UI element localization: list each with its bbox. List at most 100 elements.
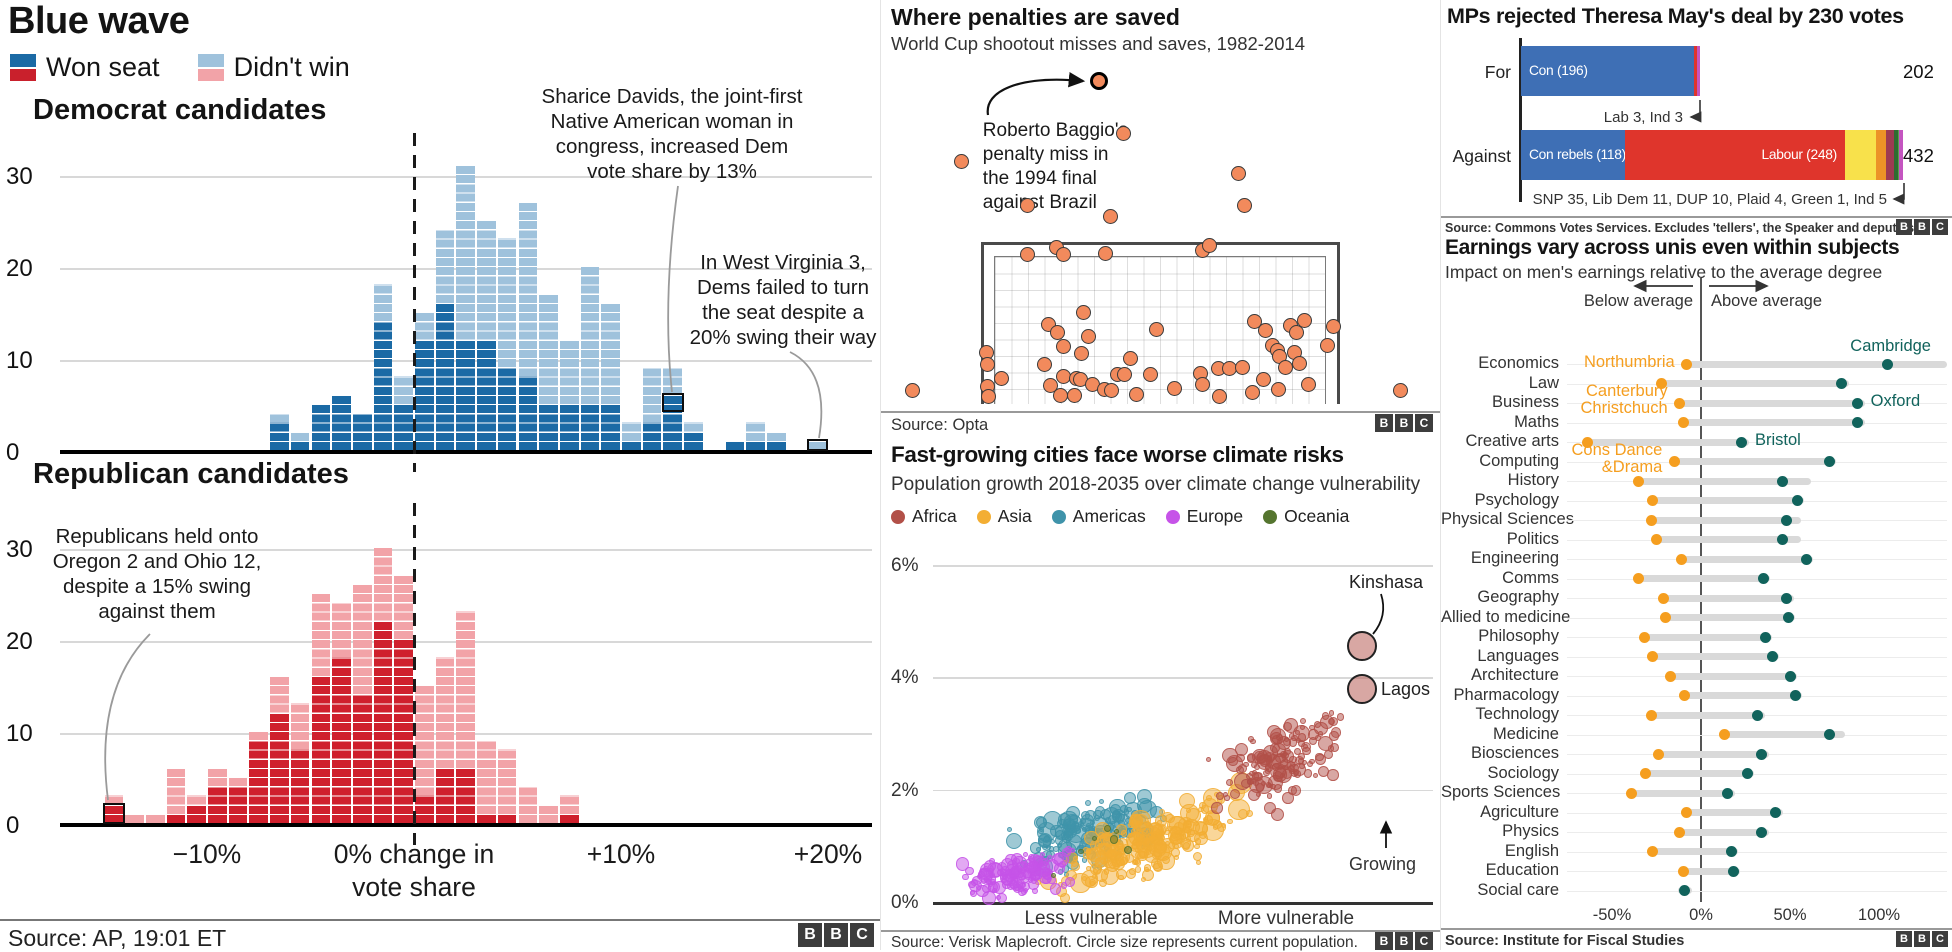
vote-segment-con-rebels: [1521, 130, 1626, 180]
city-bubble: [1255, 782, 1265, 792]
range-bar: [1642, 770, 1755, 777]
city-bubble: [1198, 830, 1207, 840]
city-bubble: [1081, 875, 1087, 881]
range-bar: [1681, 692, 1803, 699]
annotation-baggio: Roberto Baggio's penalty miss in the 199…: [982, 119, 1128, 213]
highlight-box: [661, 393, 684, 412]
uni-callout-canterbury: Canterbury Christchuch: [1580, 382, 1668, 418]
legend-dot: [1165, 509, 1180, 524]
high-dot: [1852, 397, 1864, 409]
high-dot: [1756, 748, 1768, 760]
histogram-bar-won: [290, 749, 310, 823]
x-tick-label: 0% change in vote share: [333, 839, 495, 903]
gridline: [933, 565, 1433, 567]
range-bar: [1647, 711, 1766, 719]
bbc-logo-block: B: [1896, 219, 1912, 235]
vote-segment-label: Con rebels (118): [1529, 147, 1626, 162]
high-dot: [1823, 456, 1835, 467]
legend-dot: [1263, 509, 1278, 524]
earnings-title: Earnings vary across unis even within su…: [1445, 236, 1900, 259]
y-tick-label: 4%: [891, 667, 919, 689]
range-bar: [1652, 536, 1801, 543]
city-bubble: [1148, 822, 1163, 836]
high-dot: [1882, 358, 1894, 370]
histogram-bar-won: [456, 767, 476, 823]
subject-label: Geography: [1477, 588, 1559, 606]
footer-divider: [0, 919, 880, 921]
city-bubble: [1282, 792, 1294, 804]
penalty-dot: [1234, 359, 1250, 375]
subject-label: Business: [1492, 393, 1559, 411]
histogram-bar-won: [311, 675, 331, 823]
city-bubble: [1081, 814, 1095, 828]
city-bubble: [1250, 739, 1256, 745]
city-bubble: [965, 866, 974, 876]
penalty-dot: [994, 370, 1010, 386]
low-dot: [1675, 553, 1687, 565]
vote-segment-dup: [1885, 130, 1895, 180]
histogram-bar-lost: [477, 740, 496, 823]
climate-canvas: 6% 4% 2% 0% Kinshasa Lagos: [881, 434, 1440, 950]
footer-divider: [1441, 216, 1952, 218]
city-bubble: [972, 875, 982, 886]
histogram-bar-lost: [518, 786, 538, 823]
high-dot: [1759, 631, 1771, 643]
vote-segment-lab: [1694, 46, 1698, 96]
city-bubble: [1282, 737, 1291, 747]
city-bubble: [1082, 826, 1088, 832]
legend-swatch-half: [10, 54, 36, 67]
high-dot: [1725, 846, 1737, 857]
penalty-dot: [1201, 238, 1217, 254]
x-tick-label: +20%: [793, 839, 863, 869]
legend-won-didnt-win: Won seat Didn't win: [10, 52, 350, 83]
low-dot: [1665, 670, 1677, 682]
mps-title: MPs rejected Theresa May's deal by 230 v…: [1447, 4, 1904, 28]
city-bubble: [1009, 868, 1020, 879]
low-dot: [1679, 690, 1691, 701]
histogram-bar-won: [725, 440, 745, 450]
subject-label: Economics: [1478, 354, 1559, 372]
high-dot: [1777, 534, 1789, 545]
vote-segment-label: Labour (248): [1761, 147, 1837, 162]
penalty-dot-baggio-highlight: [1090, 71, 1109, 90]
histogram-bar-won: [394, 404, 413, 450]
city-bubble: [1128, 833, 1134, 839]
city-bubble: [1211, 802, 1223, 814]
city-bubble: [1034, 816, 1048, 830]
penalty-dot: [979, 357, 995, 373]
city-bubble: [1303, 769, 1312, 778]
range-bar: [1649, 497, 1805, 504]
legend-dot: [976, 509, 991, 524]
climate-title: Fast-growing cities face worse climate r…: [891, 442, 1344, 467]
range-bar: [1635, 575, 1771, 582]
penalty-dot: [1256, 372, 1272, 388]
histogram-bar-won: [766, 440, 786, 450]
city-bubble: [1049, 882, 1062, 895]
city-bubble: [1135, 866, 1142, 873]
bbc-logo-block: C: [1415, 414, 1433, 432]
city-bubble: [1087, 847, 1107, 867]
histogram-bar-won: [104, 804, 124, 823]
high-dot: [1741, 768, 1753, 779]
high-dot: [1782, 612, 1794, 623]
row-hairline: [1567, 890, 1947, 892]
histogram-bar-won: [373, 620, 393, 823]
subject-label: Architecture: [1470, 666, 1559, 684]
city-bubble: [1027, 861, 1039, 873]
uni-callout-bristol: Bristol: [1754, 431, 1801, 449]
city-bubble: [1115, 852, 1129, 867]
y-tick-label: 2%: [891, 779, 919, 801]
city-bubble: [987, 881, 994, 887]
histogram-bar-won: [352, 413, 372, 450]
city-bubble: [1027, 879, 1039, 891]
city-bubble: [1321, 712, 1330, 720]
city-bubble: [1227, 818, 1233, 825]
subject-label: Comms: [1502, 568, 1559, 587]
legend-swatch-half: [197, 54, 224, 67]
low-dot: [1647, 651, 1659, 662]
bbc-logo-block: C: [1932, 931, 1948, 947]
histogram-bar-won: [249, 740, 269, 823]
city-bubble: [1023, 851, 1029, 857]
high-dot: [1756, 826, 1768, 838]
histogram-bar-won: [290, 440, 310, 450]
